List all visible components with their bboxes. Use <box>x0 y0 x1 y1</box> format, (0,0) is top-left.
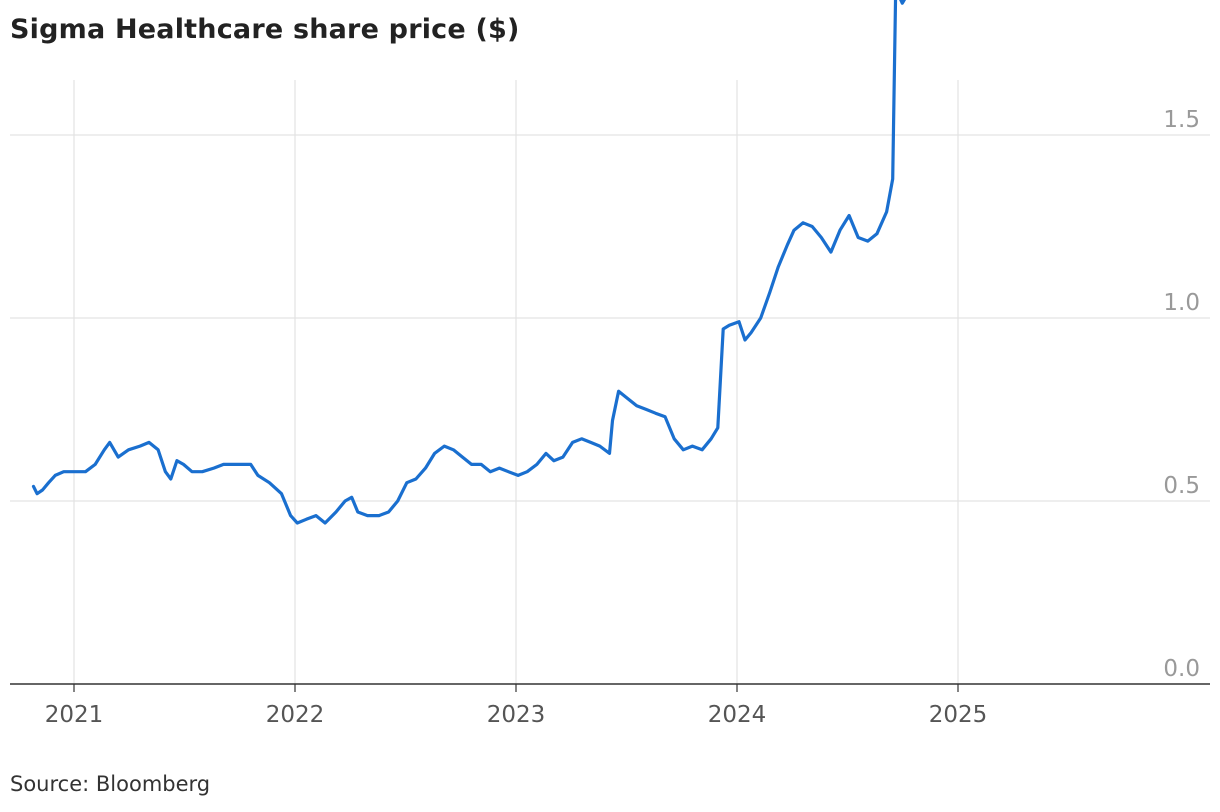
price-line <box>31 0 907 525</box>
source-note: Source: Bloomberg <box>10 772 211 796</box>
y-tick-label: 0.0 <box>1163 656 1200 682</box>
x-tick-label: 2024 <box>708 702 767 728</box>
x-gridlines <box>73 80 959 684</box>
y-tick-label: 1.5 <box>1163 107 1200 133</box>
series-layer <box>31 0 907 525</box>
x-tick-label: 2023 <box>487 702 546 728</box>
y-gridlines <box>10 134 1210 502</box>
x-tick-label: 2021 <box>45 702 104 728</box>
x-tick-label: 2025 <box>929 702 988 728</box>
chart-title: Sigma Healthcare share price ($) <box>10 14 520 45</box>
y-axis-ticks: 0.00.51.01.52.02.53.0 <box>1163 107 1200 682</box>
y-tick-label: 0.5 <box>1163 473 1200 499</box>
x-tick-label: 2022 <box>266 702 325 728</box>
x-axis-ticks: 2021 2022 2023 2024 2025 <box>45 684 988 728</box>
y-tick-label: 1.0 <box>1163 290 1200 316</box>
